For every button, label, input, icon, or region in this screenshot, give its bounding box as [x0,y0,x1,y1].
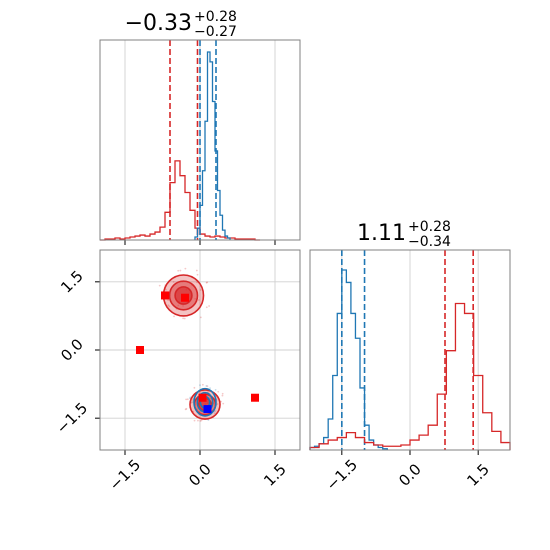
scatter-point [193,419,196,422]
marker-red [181,293,189,302]
x-tick-label: 1.5 [463,460,493,490]
scatter-point [214,410,217,412]
panel-title-lower: −0.34 [408,234,451,250]
scatter-point [205,385,208,387]
scatter-point [185,398,188,401]
marker-blue [203,405,212,414]
histogram-series-0 [309,269,388,450]
scatter-point [208,305,210,307]
scatter-point [221,392,224,395]
scatter-point [221,394,224,397]
scatter-point [194,297,197,300]
axes-frame [99,249,301,451]
scatter-point [168,305,171,308]
histogram-series-1 [194,51,231,240]
x-tick-label: 1.5 [260,460,290,490]
panel-title-value: −0.33 [125,11,192,36]
scatter-point [184,408,187,411]
scatter-point [199,384,201,387]
scatter-point [197,299,200,301]
scatter-point [182,317,185,320]
scatter-point [195,269,198,272]
axes-frame [99,39,301,241]
scatter-point [197,419,199,422]
panel-marginal-y: −1.5 0.0 1.5 1.11 +0.28−0.34 [309,219,511,494]
x-tick-label: −1.5 [106,456,144,494]
density-contour-2-0 [193,387,217,417]
scatter-point [196,273,199,276]
scatter-point [164,288,167,291]
marker-red [136,346,144,354]
scatter-point [193,386,196,389]
axes-frame [309,249,511,451]
scatter-point [190,401,193,404]
y-tick-label: −1.5 [53,399,91,437]
panel-joint-scatter: −1.5 0.0 1.5 −1.5 0.0 1.5 [53,249,301,494]
panel-title-upper: +0.28 [408,219,451,235]
marker-red [198,393,207,402]
scatter-point [209,387,211,390]
scatter-point [179,269,182,272]
panel-title-value: 1.11 [357,221,406,246]
x-tick-label: 0.0 [185,460,215,490]
histogram-series-1 [309,302,511,450]
scatter-point [216,403,219,405]
y-tick-label: 0.0 [57,335,87,365]
scatter-point [205,306,208,309]
scatter-point [199,420,202,422]
scatter-point [201,383,204,386]
scatter-point [200,419,203,422]
marker-red [251,393,259,402]
scatter-point [173,315,175,318]
scatter-point [167,299,170,302]
scatter-point [199,289,202,291]
y-tick-label: 1.5 [57,267,87,297]
panel-title-lower: −0.27 [194,24,237,40]
x-tick-label: 0.0 [395,460,425,490]
scatter-point [209,397,212,400]
scatter-point [167,304,170,307]
scatter-point [185,407,188,410]
marker-red [161,291,169,300]
scatter-point [186,398,189,401]
scatter-point [172,280,175,283]
scatter-point [217,390,220,393]
scatter-point [182,304,184,307]
scatter-point [205,281,208,284]
x-tick-label: −1.5 [323,456,361,494]
scatter-point [206,385,209,388]
scatter-point [184,267,187,270]
scatter-point [214,388,217,391]
histogram-series-0 [100,160,260,241]
scatter-point [177,269,180,272]
scatter-point [206,281,209,284]
scatter-point [213,412,216,415]
panel-title-upper: +0.28 [194,9,237,25]
scatter-point [158,284,161,287]
scatter-point [199,316,202,319]
panel-marginal-x: −0.33 +0.28−0.27 [99,9,301,245]
scatter-point [222,402,225,405]
scatter-point [191,401,193,403]
scatter-point [177,304,180,307]
scatter-point [183,317,186,320]
